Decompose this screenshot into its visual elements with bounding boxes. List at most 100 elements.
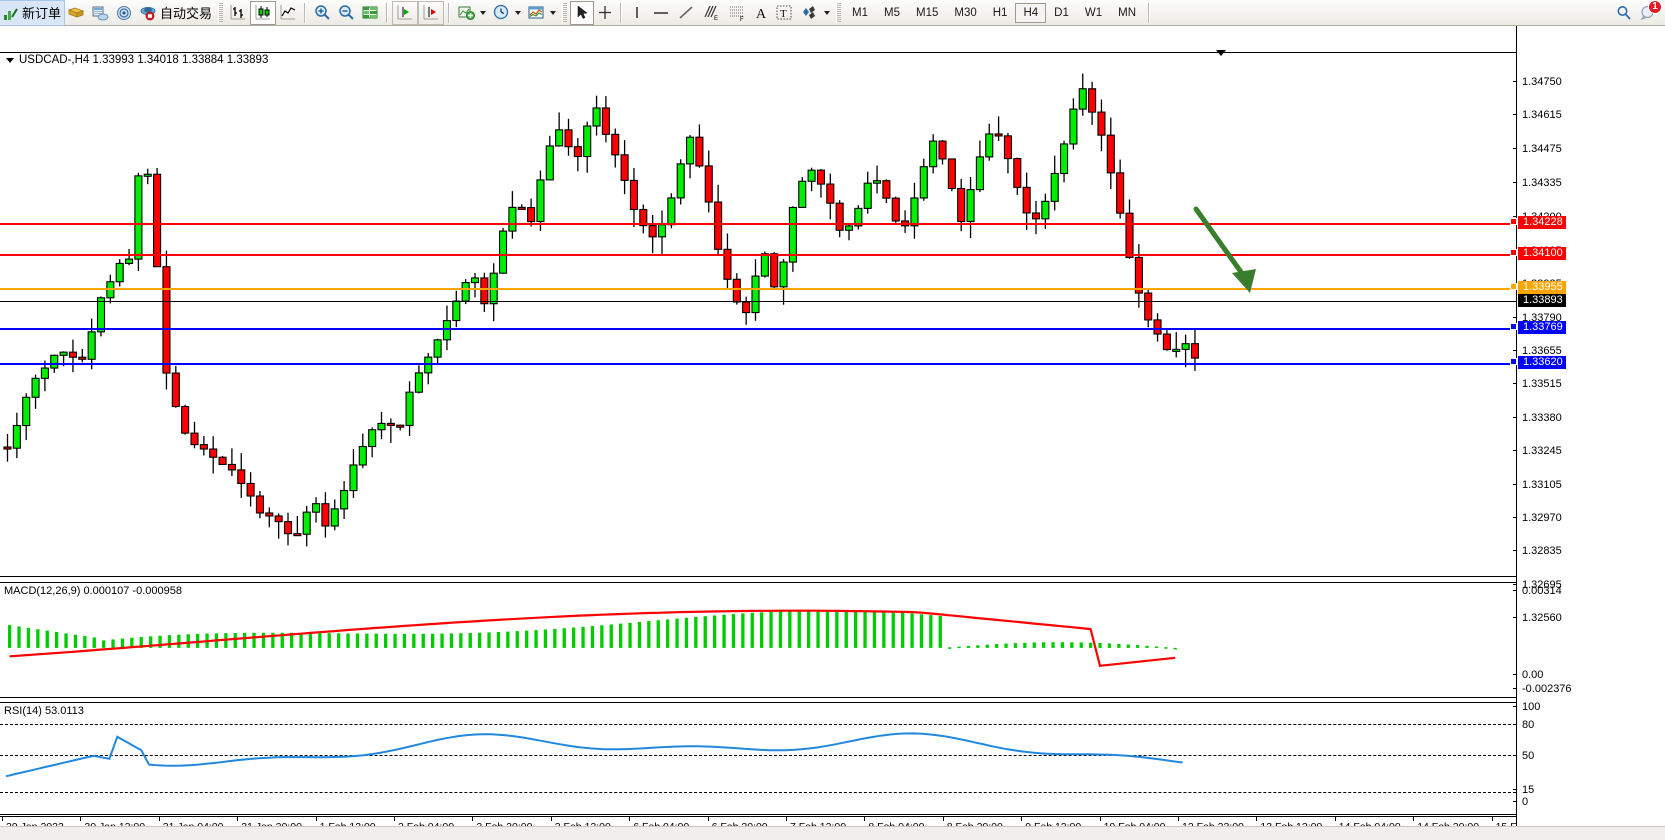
price-label-handle[interactable]	[1510, 218, 1517, 225]
collapse-triangle-icon[interactable]	[6, 57, 14, 63]
time-tick	[1413, 817, 1415, 821]
price-label-handle[interactable]	[1510, 249, 1517, 256]
timeframe-m1[interactable]: M1	[852, 6, 869, 19]
macd-histogram-bar	[985, 644, 989, 648]
macd-histogram-bar	[760, 612, 764, 648]
timeframe-mn[interactable]: MN	[1118, 6, 1136, 19]
horizontal-line-button[interactable]	[648, 1, 674, 25]
elliott-wave-button[interactable]: E	[698, 1, 724, 25]
time-tick	[942, 817, 944, 821]
rsi-pane[interactable]: RSI(14) 53.0113	[0, 702, 1516, 815]
price-label-resistance[interactable]: 1.34100	[1510, 247, 1566, 260]
candlestick	[386, 418, 395, 443]
text-button[interactable]: A	[750, 1, 772, 25]
candlestick	[265, 507, 274, 528]
resistance-line-1[interactable]	[0, 223, 1516, 225]
toolbar-grip-1[interactable]	[218, 2, 224, 23]
chevron-down-icon	[824, 10, 831, 15]
macd-histogram-bar	[431, 633, 435, 648]
support-line-1[interactable]	[0, 328, 1516, 330]
macd-histogram-bar	[750, 612, 754, 648]
candlestick	[844, 223, 854, 241]
periods-dropdown[interactable]	[489, 1, 524, 25]
crosshair-button[interactable]	[594, 1, 616, 25]
chart-shift-button[interactable]	[392, 0, 419, 25]
cursor-button[interactable]	[570, 0, 595, 25]
macd-histogram-bar	[901, 612, 905, 648]
time-tick	[315, 817, 317, 821]
resistance-line-2[interactable]	[0, 254, 1516, 256]
grid-button[interactable]	[358, 1, 382, 25]
shapes-dropdown[interactable]	[796, 1, 833, 25]
macd-histogram-bar	[487, 632, 491, 648]
line-chart-icon	[279, 4, 297, 21]
price-label-resistance[interactable]: 1.34228	[1510, 216, 1566, 229]
zoom-out-icon	[337, 4, 355, 21]
signal-button[interactable]	[112, 1, 136, 25]
timeframe-m30[interactable]: M30	[954, 6, 977, 19]
timeframe-h4[interactable]: H4	[1015, 2, 1047, 23]
macd-histogram-bar	[1042, 642, 1046, 648]
candlestick	[470, 272, 480, 298]
price-tick: 1.33515	[1513, 379, 1562, 390]
toolbar-grip-3[interactable]	[836, 2, 842, 23]
macd-pane[interactable]: MACD(12,26,9) 0.000107 -0.000958	[0, 582, 1516, 698]
price-pane[interactable]	[0, 52, 1516, 577]
macd-histogram-bar	[769, 611, 773, 648]
folder-button[interactable]	[64, 1, 88, 25]
fibonacci-button[interactable]: F	[724, 1, 750, 25]
candlestick	[573, 138, 582, 172]
price-label-handle[interactable]	[1510, 283, 1517, 290]
candlestick	[517, 204, 526, 210]
data-window-button[interactable]	[88, 1, 112, 25]
time-tick	[629, 817, 631, 821]
price-label-value: 1.33893	[1523, 294, 1563, 306]
bar-chart-button[interactable]	[226, 1, 250, 25]
toolbar-grip-2[interactable]	[562, 2, 568, 23]
text-label-button[interactable]: T	[772, 1, 796, 25]
price-axis[interactable]: 1.347501.346151.344751.343351.342001.340…	[1510, 26, 1665, 840]
expert-advisor-button[interactable]: 自动交易	[136, 1, 215, 25]
macd-histogram-bar	[252, 632, 256, 648]
vertical-line-button[interactable]	[626, 1, 648, 25]
indicators-dropdown[interactable]	[454, 1, 489, 25]
support-line-2[interactable]	[0, 363, 1516, 365]
chart-top-marker	[1216, 50, 1226, 56]
timeframe-h1[interactable]: H1	[992, 6, 1008, 19]
notification-icon[interactable]: 1	[1639, 0, 1662, 23]
pivot-line[interactable]	[0, 288, 1516, 290]
new-order-button[interactable]: 新订单	[0, 0, 66, 26]
price-label-handle[interactable]	[1510, 323, 1517, 330]
timeframe-w1[interactable]: W1	[1084, 6, 1103, 19]
line-chart-button[interactable]	[276, 1, 300, 25]
search-icon[interactable]	[1615, 4, 1633, 22]
candlestick	[1078, 73, 1087, 116]
timeframe-d1[interactable]: D1	[1054, 6, 1069, 19]
price-label-current-price[interactable]: 1.33893	[1518, 294, 1566, 307]
price-label-support[interactable]: 1.33769	[1510, 321, 1566, 334]
chart-container[interactable]: USDCAD-,H4 1.33993 1.34018 1.33884 1.338…	[0, 26, 1665, 840]
macd-histogram-bar	[337, 633, 341, 648]
macd-histogram-bar	[713, 615, 717, 648]
timeframe-m5[interactable]: M5	[884, 6, 900, 19]
auto-scroll-button[interactable]	[418, 0, 445, 25]
templates-dropdown[interactable]	[524, 1, 559, 25]
candlestick	[704, 150, 713, 213]
candlestick	[125, 249, 134, 266]
macd-histogram-bar	[854, 610, 858, 648]
down-arrow-annotation[interactable]	[1188, 201, 1268, 301]
rsi-level-80	[0, 724, 1516, 725]
price-label-handle[interactable]	[1510, 358, 1517, 365]
price-label-support[interactable]: 1.33620	[1510, 356, 1566, 369]
timeframe-m15[interactable]: M15	[916, 6, 939, 19]
macd-histogram-bar	[1004, 643, 1008, 648]
candlestick	[994, 116, 1003, 141]
price-label-pivot[interactable]: 1.33955	[1510, 281, 1566, 294]
macd-histogram-bar	[167, 635, 172, 648]
trendline-button[interactable]	[674, 1, 698, 25]
zoom-out-button[interactable]	[334, 1, 358, 25]
candlestick-chart-button[interactable]	[250, 0, 277, 25]
candlestick	[442, 305, 452, 351]
zoom-in-button[interactable]	[310, 1, 334, 25]
candlestick	[555, 112, 564, 147]
